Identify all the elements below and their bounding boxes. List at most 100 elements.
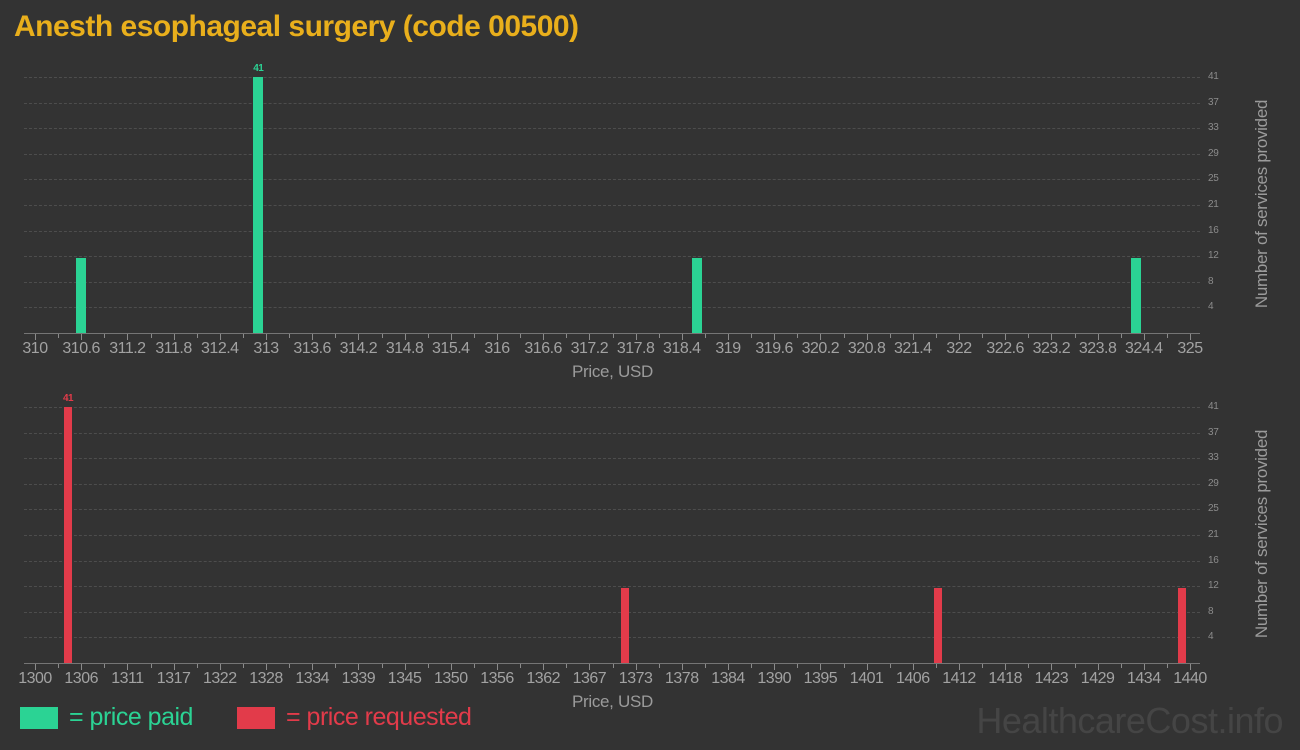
grid-line: [24, 230, 1200, 232]
x-minor-tick-mark: [104, 664, 106, 668]
y-tick-label: 37: [1208, 96, 1219, 108]
x-tick-mark: [1190, 664, 1191, 670]
x-tick-label: 1384: [711, 670, 745, 687]
x-minor-tick-mark: [196, 334, 198, 338]
x-tick-mark: [1051, 664, 1053, 670]
x-minor-tick-mark: [427, 664, 429, 668]
x-tick-mark: [81, 664, 83, 670]
price-requested-legend-label: = price requested: [286, 703, 472, 731]
x-tick-mark: [127, 664, 129, 670]
y-tick-label: 12: [1208, 250, 1219, 262]
y-tick-label: 8: [1208, 605, 1214, 617]
grid-line: [24, 586, 1200, 588]
x-tick-label: 320.8: [847, 340, 886, 357]
grid-line: [24, 432, 1200, 434]
bar-value-label: 41: [253, 63, 264, 74]
x-tick-label: 323.8: [1078, 340, 1117, 357]
x-tick-mark: [1005, 334, 1007, 340]
x-tick-mark: [81, 334, 83, 340]
x-tick-mark: [866, 334, 868, 340]
x-minor-tick-mark: [104, 334, 106, 338]
x-tick-mark: [404, 664, 406, 670]
x-tick-label: 317.2: [570, 340, 609, 357]
x-minor-tick-mark: [1028, 664, 1030, 668]
bar-price-requested: [1177, 588, 1186, 663]
x-tick-label: 313.6: [293, 340, 331, 357]
y-tick-label: 21: [1208, 529, 1219, 540]
bar-value-label: 41: [62, 393, 74, 404]
x-tick-mark: [497, 334, 498, 340]
y-tick-label: 41: [1208, 401, 1219, 412]
x-tick-label: 1406: [896, 670, 930, 687]
x-tick-mark: [35, 334, 36, 340]
x-tick-mark: [635, 664, 637, 670]
x-tick-mark: [866, 664, 868, 670]
x-minor-tick-mark: [704, 664, 706, 668]
y-tick-label: 8: [1208, 275, 1214, 287]
price-paid-legend-label: = price paid: [69, 703, 193, 731]
x-tick-mark: [912, 334, 914, 340]
x-tick-label: 1328: [249, 670, 283, 687]
x-tick-mark: [635, 334, 637, 340]
x-tick-mark: [589, 664, 591, 670]
x-tick-label: 323.2: [1032, 340, 1071, 357]
x-tick-mark: [774, 664, 776, 670]
x-tick-label: 1412: [942, 670, 976, 687]
x-tick-label: 321.4: [894, 340, 932, 357]
y-tick-label: 41: [1208, 71, 1219, 82]
grid-line: [24, 535, 1200, 536]
x-tick-mark: [820, 334, 822, 340]
y-tick-label: 29: [1208, 477, 1219, 489]
x-axis-title: Price, USD: [571, 362, 654, 381]
y-axis-title: Number of services provided: [1252, 99, 1271, 309]
grid-line: [24, 128, 1200, 130]
x-tick-mark: [450, 664, 452, 670]
x-tick-mark: [358, 664, 360, 670]
x-tick-mark: [219, 664, 221, 670]
x-tick-mark: [681, 664, 683, 670]
x-tick-mark: [404, 334, 406, 340]
x-tick-label: 1362: [526, 670, 560, 687]
x-minor-tick-mark: [520, 334, 522, 338]
x-tick-label: 310: [22, 340, 48, 357]
x-tick-label: 1367: [572, 670, 607, 687]
y-tick-label: 25: [1208, 173, 1219, 185]
grid-line: [24, 560, 1200, 562]
x-tick-mark: [543, 664, 545, 670]
x-minor-tick-mark: [1028, 334, 1030, 338]
x-tick-mark: [173, 334, 175, 340]
x-tick-label: 313: [253, 340, 279, 357]
x-minor-tick-mark: [1120, 664, 1122, 668]
grid-line: [24, 407, 1200, 408]
x-minor-tick-mark: [704, 334, 706, 338]
x-minor-tick-mark: [196, 664, 198, 668]
x-tick-label: 322.6: [986, 340, 1024, 357]
x-minor-tick-mark: [889, 334, 891, 338]
x-minor-tick-mark: [935, 334, 937, 338]
x-minor-tick-mark: [612, 334, 614, 338]
grid-line: [24, 256, 1200, 258]
x-tick-mark: [681, 334, 683, 340]
x-tick-label: 320.2: [801, 340, 840, 357]
x-tick-label: 1401: [849, 670, 884, 687]
x-tick-label: 1434: [1127, 670, 1161, 687]
y-tick-label: 16: [1208, 224, 1219, 236]
x-tick-label: 1317: [156, 670, 191, 687]
x-tick-mark: [543, 334, 545, 340]
x-minor-tick-mark: [566, 334, 568, 338]
x-minor-tick-mark: [658, 334, 660, 338]
x-minor-tick-mark: [335, 664, 337, 668]
x-tick-label: 318.4: [663, 340, 701, 357]
x-minor-tick-mark: [843, 334, 845, 338]
x-tick-label: 322: [946, 340, 972, 357]
x-minor-tick-mark: [242, 334, 244, 338]
x-tick-label: 310.6: [62, 340, 100, 357]
x-tick-mark: [450, 334, 452, 340]
x-minor-tick-mark: [751, 664, 753, 668]
y-tick-label: 29: [1208, 147, 1219, 159]
x-minor-tick-mark: [982, 664, 984, 668]
grid-line: [24, 281, 1200, 283]
watermark-text: HealthcareCost.info: [976, 700, 1283, 741]
grid-line: [24, 509, 1200, 511]
bar-price-paid: [1131, 258, 1142, 333]
